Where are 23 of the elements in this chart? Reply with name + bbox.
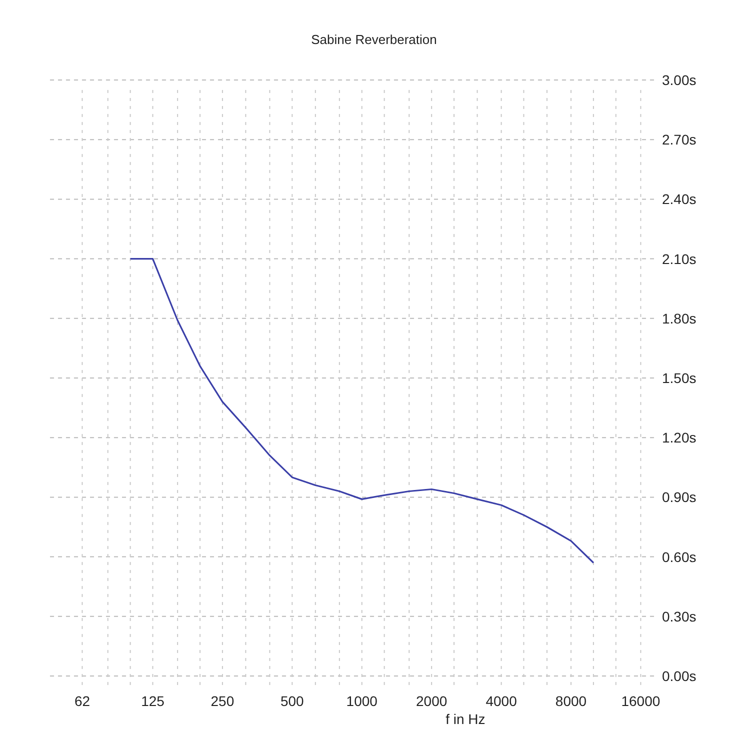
- y-tick-label: 0.60s: [662, 548, 696, 565]
- y-tick-label: 0.00s: [662, 668, 696, 684]
- y-tick-label: 0.90s: [662, 489, 696, 506]
- x-tick-label: 125: [141, 693, 165, 709]
- x-axis-title: f in Hz: [446, 711, 486, 727]
- chart-title: Sabine Reverberation: [311, 32, 437, 47]
- y-tick-label: 0.30s: [662, 608, 696, 624]
- x-tick-label: 2000: [416, 693, 448, 709]
- x-tick-label: 8000: [555, 693, 587, 709]
- y-tick-label: 2.10s: [662, 250, 696, 267]
- line-series: [130, 258, 594, 564]
- x-tick-label: 62: [74, 693, 90, 709]
- y-tick-label: 1.80s: [662, 310, 696, 326]
- x-tick-label: 16000: [621, 693, 660, 709]
- y-tick-label: 2.40s: [662, 191, 696, 208]
- y-tick-label: 2.70s: [662, 132, 696, 148]
- x-tick-label: 250: [210, 693, 234, 709]
- y-tick-label: 1.50s: [662, 370, 696, 386]
- y-tick-label: 3.00s: [662, 72, 696, 88]
- x-tick-label: 4000: [486, 693, 518, 709]
- y-tick-label: 1.20s: [662, 430, 696, 446]
- x-tick-label: 1000: [346, 693, 378, 709]
- x-tick-label: 500: [280, 693, 304, 709]
